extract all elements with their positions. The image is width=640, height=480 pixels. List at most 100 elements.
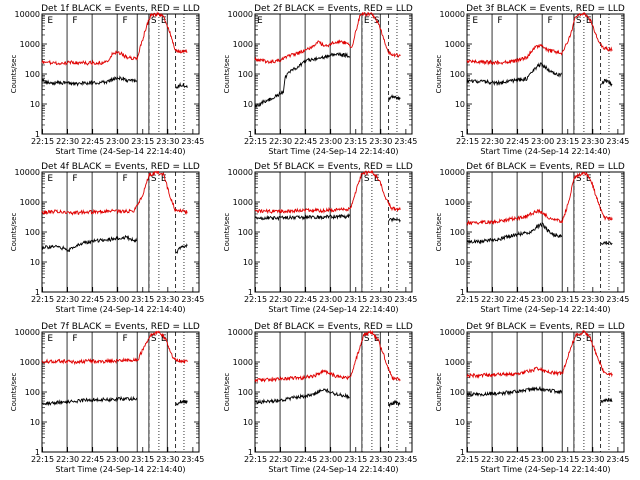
panel-title: Det 6f BLACK = Events, RED = LLD — [466, 162, 625, 172]
y-tick-label: 1000 — [233, 40, 253, 49]
x-tick-label: 23:15 — [131, 455, 154, 464]
series-events-line — [600, 240, 613, 246]
series-events-line — [466, 221, 563, 245]
x-tick-label: 22:30 — [56, 455, 79, 464]
annotation-label: F — [72, 334, 77, 344]
x-tick-label: 22:30 — [269, 295, 292, 304]
series-events-line — [466, 385, 563, 398]
y-axis-label: Counts/sec — [223, 213, 231, 252]
x-tick-label: 23:45 — [606, 137, 629, 146]
panel-title: Det 7f BLACK = Events, RED = LLD — [41, 322, 200, 332]
x-tick-label: 23:00 — [319, 295, 342, 304]
y-tick-label: 100 — [25, 228, 40, 237]
x-tick-label: 23:45 — [606, 295, 629, 304]
y-tick-label: 100 — [25, 70, 40, 79]
annotation-label: S — [576, 174, 582, 184]
y-tick-label: 10 — [455, 258, 465, 267]
annotation-label: S — [374, 16, 380, 26]
x-tick-label: 23:15 — [556, 455, 579, 464]
series-lld-line — [466, 12, 613, 66]
y-axis-label: Counts/sec — [435, 55, 443, 94]
x-tick-label: 22:15 — [244, 455, 267, 464]
y-tick-label: 100 — [238, 228, 253, 237]
y-tick-label: 10 — [30, 100, 40, 109]
x-tick-label: 23:15 — [556, 295, 579, 304]
y-tick-label: 1 — [460, 288, 465, 297]
x-tick-label: 23:30 — [581, 295, 604, 304]
y-tick-label: 10 — [30, 258, 40, 267]
y-tick-label: 100 — [238, 388, 253, 397]
x-axis-label: Start Time (24-Sep-14 22:14:40) — [268, 147, 398, 156]
annotation-label: S — [576, 334, 582, 344]
y-tick-label: 10 — [455, 100, 465, 109]
x-tick-label: 22:30 — [269, 137, 292, 146]
annotation-label: S — [576, 16, 582, 26]
x-tick-label: 22:45 — [294, 137, 317, 146]
y-tick-label: 10 — [455, 418, 465, 427]
series-lld-line — [254, 169, 401, 215]
y-tick-label: 10000 — [440, 10, 465, 19]
annotation-label: E — [586, 334, 592, 344]
x-tick-label: 22:15 — [456, 137, 479, 146]
series-events-line — [600, 78, 613, 87]
annotation-label: F — [123, 174, 128, 184]
y-tick-label: 1000 — [445, 40, 465, 49]
panel-title: Det 3f BLACK = Events, RED = LLD — [466, 4, 625, 14]
annotation-label: F — [548, 16, 553, 26]
series-events-line — [388, 94, 401, 101]
annotation-label: S — [364, 334, 370, 344]
annotation-label: E — [257, 16, 263, 26]
panel-title: Det 8f BLACK = Events, RED = LLD — [254, 322, 413, 332]
annotation-label: E — [47, 16, 53, 26]
y-tick-label: 1000 — [233, 358, 253, 367]
x-tick-label: 22:15 — [244, 295, 267, 304]
y-tick-label: 10 — [243, 418, 253, 427]
y-tick-label: 100 — [25, 388, 40, 397]
panel-title: Det 4f BLACK = Events, RED = LLD — [41, 162, 200, 172]
series-events-line — [41, 395, 138, 407]
x-tick-label: 23:45 — [394, 137, 417, 146]
x-axis-label: Start Time (24-Sep-14 22:14:40) — [55, 465, 185, 474]
x-tick-label: 22:15 — [244, 137, 267, 146]
series-events-line — [388, 217, 401, 223]
y-tick-label: 1000 — [445, 358, 465, 367]
x-axis-label: Start Time (24-Sep-14 22:14:40) — [480, 305, 610, 314]
x-tick-label: 23:00 — [319, 455, 342, 464]
series-events-line — [254, 213, 351, 222]
panel-title: Det 1f BLACK = Events, RED = LLD — [41, 4, 200, 14]
y-axis-label: Counts/sec — [435, 213, 443, 252]
annotation-label: F — [72, 174, 77, 184]
annotation-label: E — [161, 174, 167, 184]
x-tick-label: 23:30 — [369, 137, 392, 146]
annotation-label: S — [364, 174, 370, 184]
y-tick-label: 1 — [248, 130, 253, 139]
x-tick-label: 23:00 — [106, 295, 129, 304]
x-tick-label: 22:30 — [481, 455, 504, 464]
series-events-line — [175, 82, 188, 90]
x-tick-label: 22:45 — [294, 455, 317, 464]
y-axis-label: Counts/sec — [223, 373, 231, 412]
y-tick-label: 10000 — [15, 328, 40, 337]
y-tick-label: 1 — [35, 288, 40, 297]
annotation-label: S — [151, 334, 157, 344]
annotation-label: F — [123, 334, 128, 344]
y-tick-label: 10 — [30, 418, 40, 427]
x-tick-label: 23:30 — [156, 295, 179, 304]
annotation-label: E — [47, 334, 53, 344]
annotation-label: E — [472, 16, 478, 26]
x-tick-label: 22:30 — [56, 137, 79, 146]
series-lld-line — [254, 329, 401, 383]
series-events-line — [254, 388, 350, 405]
y-tick-label: 1000 — [445, 198, 465, 207]
x-tick-label: 23:30 — [156, 137, 179, 146]
series-lld-line — [41, 170, 188, 216]
x-tick-label: 22:30 — [481, 295, 504, 304]
annotation-label: E — [586, 174, 592, 184]
x-tick-label: 23:45 — [394, 455, 417, 464]
annotation-label: E — [364, 16, 370, 26]
